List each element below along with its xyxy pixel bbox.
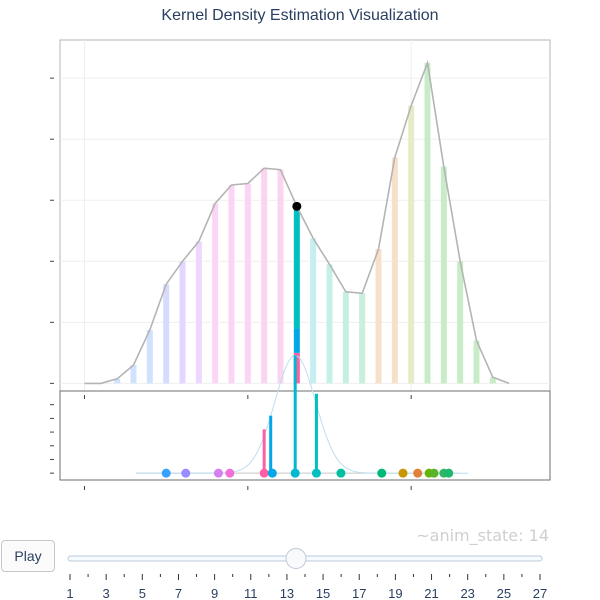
density-bar bbox=[375, 249, 382, 384]
slider-tick-label: 23 bbox=[460, 586, 474, 600]
kernel-stems bbox=[262, 355, 318, 474]
density-bar bbox=[342, 291, 349, 384]
density-bar bbox=[424, 62, 431, 384]
slider-tick-label: 15 bbox=[316, 586, 330, 600]
slider-tick-label: 11 bbox=[244, 586, 258, 600]
sample-point bbox=[213, 468, 223, 478]
anim-state-prefix: ~anim_state: bbox=[416, 526, 524, 545]
density-bar bbox=[408, 105, 415, 384]
density-bar bbox=[163, 284, 170, 384]
density-bar bbox=[391, 157, 398, 384]
density-bar bbox=[146, 329, 153, 384]
density-bar bbox=[179, 261, 186, 384]
slider-tick-label: 17 bbox=[352, 586, 366, 600]
slider-ticks: 1 3 5 7 9 11 13 15 17 19 21 23 25 27 bbox=[66, 574, 547, 600]
anim-state-value: 14 bbox=[528, 526, 549, 545]
sample-point bbox=[444, 468, 454, 478]
density-bar bbox=[359, 293, 366, 384]
density-bar bbox=[244, 183, 251, 384]
density-bar bbox=[457, 261, 464, 384]
slider-tick-label: 19 bbox=[388, 586, 402, 600]
lower-panel bbox=[59, 390, 551, 481]
slider-handle[interactable] bbox=[285, 548, 307, 569]
density-bar bbox=[195, 241, 202, 384]
density-bar bbox=[440, 166, 447, 384]
sample-point bbox=[377, 468, 387, 478]
density-bar bbox=[114, 378, 121, 384]
highlight-bar-segment bbox=[293, 352, 300, 384]
bottom-x-ticks bbox=[84, 486, 412, 490]
highlight-bar-segment bbox=[293, 328, 300, 353]
density-bar bbox=[130, 365, 137, 384]
sample-point bbox=[398, 468, 408, 478]
anim-state-label: ~anim_state: 14 bbox=[416, 526, 549, 545]
slider-tick-label: 13 bbox=[280, 586, 294, 600]
highlight-bar-segment bbox=[293, 206, 300, 329]
sample-point bbox=[161, 468, 171, 478]
lower-x-ticks bbox=[84, 395, 412, 399]
density-bar bbox=[277, 169, 284, 384]
slider-tick-label: 5 bbox=[139, 586, 146, 600]
density-bar bbox=[212, 203, 219, 384]
density-bar bbox=[473, 340, 480, 384]
highlight-bar bbox=[293, 206, 300, 384]
slider-tick-label: 9 bbox=[211, 586, 218, 600]
density-bars bbox=[114, 62, 496, 384]
upper-y-ticks bbox=[50, 77, 54, 384]
upper-panel bbox=[59, 39, 551, 392]
lower-y-ticks bbox=[50, 404, 54, 474]
play-button[interactable]: Play bbox=[1, 540, 55, 572]
slider-tick-label: 27 bbox=[533, 586, 547, 600]
sample-point bbox=[259, 468, 269, 478]
chart-title: Kernel Density Estimation Visualization bbox=[161, 7, 438, 24]
density-bar bbox=[261, 168, 268, 384]
sample-point bbox=[311, 468, 321, 478]
kernel-curve bbox=[136, 354, 469, 474]
slider-tick-label: 3 bbox=[103, 586, 110, 600]
density-bar bbox=[489, 377, 496, 384]
current-point-marker bbox=[292, 201, 302, 211]
slider-tick-label: 1 bbox=[66, 586, 73, 600]
slider-tick-label: 7 bbox=[175, 586, 182, 600]
upper-gridlines bbox=[60, 40, 550, 391]
sample-point bbox=[413, 468, 423, 478]
sample-points bbox=[161, 468, 454, 478]
slider-tick-label: 25 bbox=[497, 586, 511, 600]
sample-point bbox=[429, 468, 439, 478]
density-bar bbox=[310, 238, 317, 384]
sample-point bbox=[336, 468, 346, 478]
slider-tick-label: 21 bbox=[424, 586, 438, 600]
density-bar bbox=[228, 184, 235, 384]
sample-point bbox=[225, 468, 235, 478]
sample-point bbox=[181, 468, 191, 478]
sample-point bbox=[290, 468, 300, 478]
density-bar bbox=[326, 264, 333, 384]
sample-point bbox=[267, 468, 277, 478]
